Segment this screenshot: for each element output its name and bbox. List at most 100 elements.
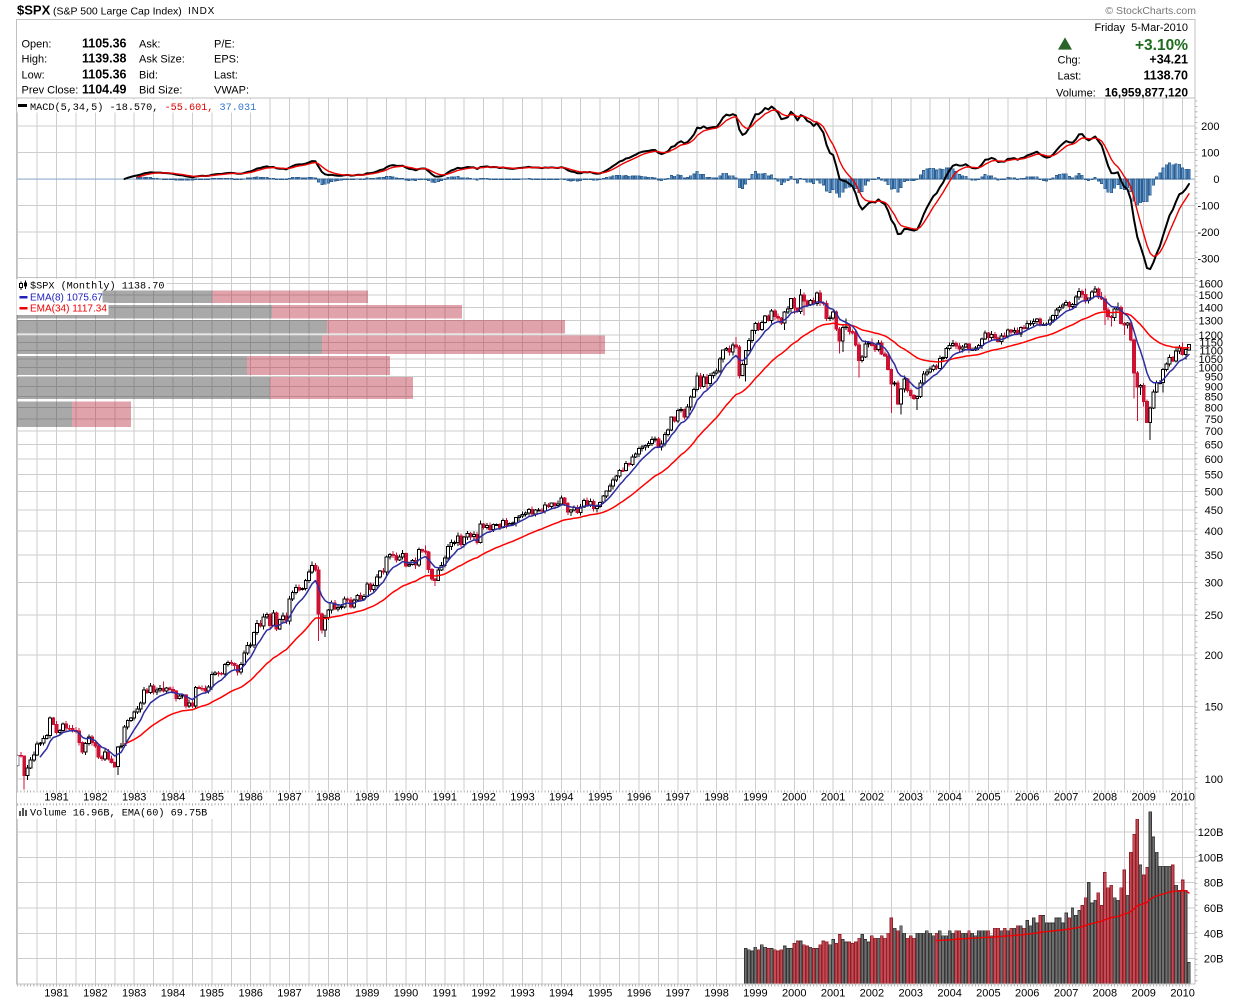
- svg-text:2004: 2004: [937, 792, 961, 804]
- svg-text:1996: 1996: [627, 988, 651, 1000]
- svg-text:1999: 1999: [743, 988, 767, 1000]
- svg-text:Volume 16.96B, EMA(60) 69.75B: Volume 16.96B, EMA(60) 69.75B: [30, 808, 207, 820]
- svg-text:1500: 1500: [1199, 290, 1223, 302]
- svg-text:-100: -100: [1197, 201, 1219, 213]
- svg-text:2009: 2009: [1131, 792, 1155, 804]
- svg-text:1991: 1991: [433, 792, 457, 804]
- svg-text:(S&P 500 Large Cap Index): (S&P 500 Large Cap Index): [53, 6, 182, 18]
- svg-text:250: 250: [1205, 610, 1223, 622]
- svg-text:2002: 2002: [860, 792, 884, 804]
- svg-text:1105.36: 1105.36: [82, 36, 127, 50]
- svg-text:40B: 40B: [1204, 928, 1224, 940]
- svg-text:2010: 2010: [1170, 988, 1194, 1000]
- svg-text:1104.49: 1104.49: [82, 83, 127, 97]
- svg-text:16,959,877,120: 16,959,877,120: [1105, 85, 1189, 99]
- svg-text:1996: 1996: [627, 792, 651, 804]
- svg-text:-200: -200: [1197, 227, 1219, 239]
- svg-text:2004: 2004: [937, 988, 961, 1000]
- svg-text:650: 650: [1205, 440, 1223, 452]
- svg-text:60B: 60B: [1204, 903, 1224, 915]
- svg-text:Low:: Low:: [22, 69, 45, 81]
- svg-text:950: 950: [1205, 372, 1223, 384]
- svg-text:2007: 2007: [1054, 792, 1078, 804]
- svg-text:Open:: Open:: [22, 38, 52, 50]
- svg-text:EMA(34) 1117.34: EMA(34) 1117.34: [30, 304, 107, 315]
- svg-text:© StockCharts.com: © StockCharts.com: [1105, 5, 1196, 17]
- svg-text:Ask:: Ask:: [139, 38, 160, 50]
- svg-text:Bid Size:: Bid Size:: [139, 85, 182, 97]
- svg-text:1994: 1994: [549, 792, 573, 804]
- svg-text:100B: 100B: [1198, 852, 1224, 864]
- svg-text:$SPX: $SPX: [17, 3, 51, 18]
- svg-text:1995: 1995: [588, 988, 612, 1000]
- svg-text:1981: 1981: [44, 988, 68, 1000]
- svg-text:P/E:: P/E:: [214, 38, 235, 50]
- svg-text:1998: 1998: [704, 792, 728, 804]
- svg-text:INDX: INDX: [188, 6, 215, 17]
- svg-text:1105.36: 1105.36: [82, 67, 127, 81]
- svg-text:1990: 1990: [394, 792, 418, 804]
- svg-text:Bid:: Bid:: [139, 69, 158, 81]
- svg-text:1999: 1999: [743, 792, 767, 804]
- svg-text:100: 100: [1201, 148, 1219, 160]
- svg-text:1982: 1982: [83, 988, 107, 1000]
- svg-text:1988: 1988: [316, 792, 340, 804]
- svg-text:2003: 2003: [899, 792, 923, 804]
- svg-text:1992: 1992: [471, 988, 495, 1000]
- svg-text:100: 100: [1205, 774, 1223, 786]
- svg-text:200: 200: [1205, 650, 1223, 662]
- svg-text:1400: 1400: [1199, 302, 1223, 314]
- svg-text:1994: 1994: [549, 988, 573, 1000]
- svg-text:Last:: Last:: [214, 69, 238, 81]
- svg-text:High:: High:: [22, 54, 48, 66]
- svg-text:2000: 2000: [782, 988, 806, 1000]
- svg-text:1985: 1985: [200, 792, 224, 804]
- svg-text:1984: 1984: [161, 988, 185, 1000]
- svg-text:2009: 2009: [1131, 988, 1155, 1000]
- svg-text:1000: 1000: [1199, 363, 1223, 375]
- svg-text:+34.21: +34.21: [1149, 52, 1188, 66]
- svg-text:500: 500: [1205, 486, 1223, 498]
- svg-text:1991: 1991: [433, 988, 457, 1000]
- svg-text:2007: 2007: [1054, 988, 1078, 1000]
- svg-text:EMA(8) 1075.67: EMA(8) 1075.67: [30, 293, 103, 304]
- svg-text:1986: 1986: [238, 792, 262, 804]
- svg-text:2005: 2005: [976, 792, 1000, 804]
- svg-text:1993: 1993: [510, 792, 534, 804]
- svg-text:1992: 1992: [471, 792, 495, 804]
- svg-text:$SPX (Monthly) 1138.70: $SPX (Monthly) 1138.70: [30, 281, 165, 293]
- svg-text:Ask Size:: Ask Size:: [139, 54, 185, 66]
- svg-text:80B: 80B: [1204, 878, 1224, 890]
- svg-text:1984: 1984: [161, 792, 185, 804]
- svg-text:300: 300: [1205, 578, 1223, 590]
- svg-text:2001: 2001: [821, 792, 845, 804]
- svg-text:-300: -300: [1197, 254, 1219, 266]
- svg-text:700: 700: [1205, 426, 1223, 438]
- svg-text:1200: 1200: [1199, 330, 1223, 342]
- svg-text:1987: 1987: [277, 988, 301, 1000]
- svg-text:2000: 2000: [782, 792, 806, 804]
- svg-text:1983: 1983: [122, 988, 146, 1000]
- svg-text:Last:: Last:: [1058, 71, 1082, 83]
- svg-text:1981: 1981: [44, 792, 68, 804]
- svg-text:EPS:: EPS:: [214, 54, 239, 66]
- svg-text:20B: 20B: [1204, 954, 1224, 966]
- svg-text:750: 750: [1205, 414, 1223, 426]
- svg-text:2006: 2006: [1015, 792, 1039, 804]
- svg-text:1983: 1983: [122, 792, 146, 804]
- svg-text:0: 0: [1213, 174, 1219, 186]
- svg-text:2003: 2003: [899, 988, 923, 1000]
- svg-text:1998: 1998: [704, 988, 728, 1000]
- svg-text:1150: 1150: [1199, 338, 1223, 350]
- svg-text:2010: 2010: [1170, 792, 1194, 804]
- svg-text:1050: 1050: [1199, 354, 1223, 366]
- svg-text:Chg:: Chg:: [1058, 54, 1081, 66]
- svg-text:2008: 2008: [1093, 988, 1117, 1000]
- svg-text:600: 600: [1205, 454, 1223, 466]
- svg-text:150: 150: [1205, 702, 1223, 714]
- svg-text:1993: 1993: [510, 988, 534, 1000]
- svg-text:2005: 2005: [976, 988, 1000, 1000]
- svg-text:1986: 1986: [238, 988, 262, 1000]
- svg-text:120B: 120B: [1198, 827, 1224, 839]
- svg-text:1138.70: 1138.70: [1144, 69, 1189, 83]
